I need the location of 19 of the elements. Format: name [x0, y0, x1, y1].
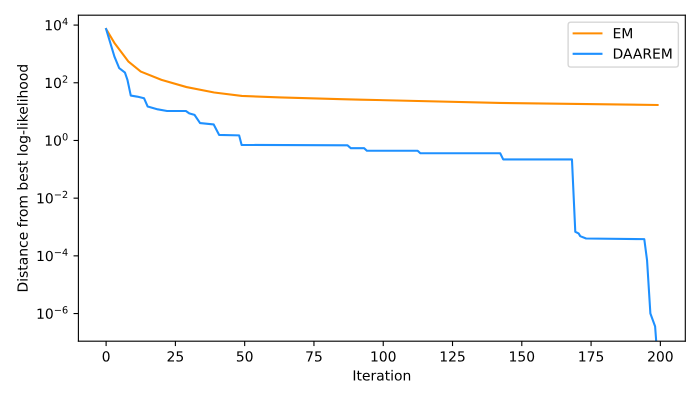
legend-label: DAAREM: [614, 48, 672, 59]
y-tick-label: 10$^{−2}$: [38, 190, 68, 204]
x-tick-label: 150: [510, 351, 534, 362]
x-tick-label: 0: [102, 351, 110, 362]
x-tick-label: 75: [306, 351, 322, 362]
x-axis-title: Iteration: [354, 370, 410, 381]
x-tick-label: 200: [648, 351, 673, 362]
x-tick-label: 25: [168, 351, 184, 362]
y-tick-label: 10$^{4}$: [46, 18, 68, 30]
x-tick-label: 175: [579, 351, 604, 362]
y-tick-label: 10$^{−4}$: [38, 248, 68, 262]
y-tick-label: 10$^{2}$: [46, 75, 68, 88]
x-tick-label: 100: [372, 351, 396, 362]
y-tick-label: 10$^{0}$: [46, 133, 68, 146]
y-tick-label: 10$^{−6}$: [38, 306, 68, 319]
x-tick-label: 50: [236, 351, 253, 362]
x-tick-label: 125: [440, 351, 465, 362]
legend-label: EM: [614, 28, 632, 38]
y-axis-title: Distance from best log-likelihood: [17, 65, 30, 292]
